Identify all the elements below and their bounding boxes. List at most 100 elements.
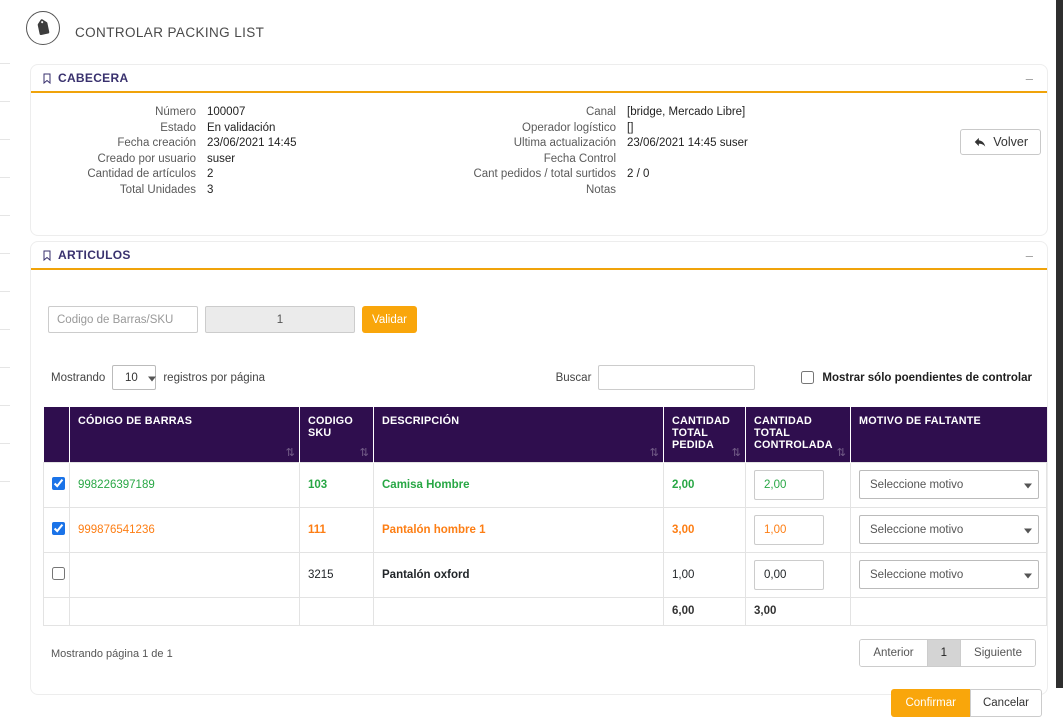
page-info: Mostrando página 1 de 1 xyxy=(51,648,173,660)
cell-barcode: 999876541236 xyxy=(69,506,300,553)
bookmark-icon xyxy=(43,250,51,261)
registros-label: registros por página xyxy=(163,371,265,384)
cell-descripcion: Camisa Hombre xyxy=(373,461,664,508)
buscar-input[interactable] xyxy=(598,365,756,390)
table-header-row: CÓDIGO DE BARRAS ⇅ CODIGO SKU ⇅ DESCRIPCIÓ… xyxy=(43,407,1047,462)
table-controls-row: Mostrando 10 registros por página Buscar… xyxy=(51,365,1032,390)
siguiente-button[interactable]: Siguiente xyxy=(960,640,1035,666)
page-size-select-wrap: 10 xyxy=(105,365,163,390)
field-label: Cantidad de artículos xyxy=(87,168,196,180)
field-label: Fecha Control xyxy=(543,152,616,165)
sidebar-edge-sliver xyxy=(0,26,10,518)
page-size-select[interactable]: 10 xyxy=(112,365,157,390)
cabecera-collapse-button[interactable]: – xyxy=(1025,70,1033,86)
totals-row: 6,00 3,00 xyxy=(43,596,1047,626)
articulos-collapse-button[interactable]: – xyxy=(1025,247,1033,263)
cancelar-button[interactable]: Cancelar xyxy=(969,689,1042,717)
field-value: 3 xyxy=(207,183,214,196)
motivo-select[interactable]: Seleccione motivo xyxy=(859,515,1039,544)
barcode-sku-input[interactable] xyxy=(48,306,198,333)
motivo-select-wrap: Seleccione motivo xyxy=(859,515,1039,544)
field-label: Total Unidades xyxy=(119,183,196,196)
articulos-title: ARTICULOS xyxy=(41,248,131,262)
field-value: [] xyxy=(627,121,634,134)
pending-filter-label: Mostrar sólo poendientes de controlar xyxy=(822,371,1032,384)
pagination: Anterior 1 Siguiente xyxy=(859,639,1036,667)
controlada-input[interactable] xyxy=(754,514,824,545)
cabecera-left-fields: Número 100007 Estado En validación Fecha… xyxy=(41,105,297,198)
cell-sku: 3215 xyxy=(299,551,374,598)
sort-icon[interactable]: ⇅ xyxy=(359,446,369,459)
field-value: En validación xyxy=(207,121,276,134)
pending-filter-checkbox[interactable] xyxy=(801,371,815,384)
field-label: Creado por usuario xyxy=(97,152,196,165)
motivo-select-wrap: Seleccione motivo xyxy=(859,560,1039,589)
controlada-input[interactable] xyxy=(754,559,824,590)
action-buttons: Confirmar Cancelar xyxy=(891,689,1042,717)
articulos-body: Validar Mostrando 10 registros por págin… xyxy=(31,270,1047,717)
field-value xyxy=(627,183,748,199)
mostrando-label: Mostrando xyxy=(51,371,106,384)
header-codigo-barras[interactable]: CÓDIGO DE BARRAS ⇅ xyxy=(69,407,300,462)
cabecera-body: Número 100007 Estado En validación Fecha… xyxy=(31,93,1047,233)
motivo-select[interactable]: Seleccione motivo xyxy=(859,470,1039,499)
reply-arrow-icon xyxy=(975,137,986,147)
table-row: 999876541236 111 Pantalón hombre 1 3,00 … xyxy=(43,506,1047,553)
field-value: 23/06/2021 14:45 xyxy=(207,137,297,149)
cell-descripcion: Pantalón hombre 1 xyxy=(373,506,664,553)
field-label: Notas xyxy=(585,183,616,196)
articulos-panel-header: ARTICULOS – xyxy=(31,242,1047,270)
buscar-label: Buscar xyxy=(555,371,592,384)
bookmark-icon xyxy=(43,73,51,84)
field-label: Operador logístico xyxy=(522,121,616,134)
motivo-select-wrap: Seleccione motivo xyxy=(859,470,1039,499)
cabecera-panel: CABECERA – Número 100007 Estado En valid… xyxy=(30,64,1048,236)
sort-icon[interactable]: ⇅ xyxy=(649,446,659,459)
cell-cantidad-pedida: 1,00 xyxy=(663,551,746,598)
cabecera-panel-header: CABECERA – xyxy=(31,65,1047,93)
total-pedida: 6,00 xyxy=(663,596,746,626)
cell-descripcion: Pantalón oxford xyxy=(373,551,664,598)
field-value: [bridge, Mercado Libre] xyxy=(627,106,746,118)
row-checkbox[interactable] xyxy=(52,521,65,535)
row-checkbox[interactable] xyxy=(52,566,65,580)
field-label: Canal xyxy=(585,106,616,118)
sort-icon[interactable]: ⇅ xyxy=(285,446,295,459)
validar-button[interactable]: Validar xyxy=(362,306,417,333)
anterior-button[interactable]: Anterior xyxy=(860,640,927,666)
cell-sku: 111 xyxy=(299,506,374,553)
scan-quantity-field xyxy=(205,306,355,333)
motivo-select[interactable]: Seleccione motivo xyxy=(859,560,1039,589)
table-row: 998226397189 103 Camisa Hombre 2,00 Sele… xyxy=(43,461,1047,508)
volver-button[interactable]: Volver xyxy=(960,129,1041,155)
cell-barcode: 998226397189 xyxy=(69,461,300,508)
header-motivo-faltante: MOTIVO DE FALTANTE xyxy=(850,407,1047,462)
confirmar-button[interactable]: Confirmar xyxy=(891,689,970,717)
field-value xyxy=(627,152,748,168)
field-value: suser xyxy=(207,152,236,165)
window-right-edge xyxy=(1056,0,1063,688)
sort-icon[interactable]: ⇅ xyxy=(731,446,741,459)
controlada-input[interactable] xyxy=(754,469,824,500)
cell-barcode xyxy=(69,551,300,598)
field-label: Estado xyxy=(160,121,196,134)
field-label: Fecha creación xyxy=(117,137,196,149)
header-cantidad-pedida[interactable]: CANTIDAD TOTAL PEDIDA ⇅ xyxy=(663,407,746,462)
articulos-panel: ARTICULOS – Validar Mostrando 10 registr… xyxy=(30,241,1048,717)
page-title: CONTROLAR PACKING LIST xyxy=(75,25,265,40)
cell-cantidad-pedida: 3,00 xyxy=(663,506,746,553)
header-codigo-sku[interactable]: CODIGO SKU ⇅ xyxy=(299,407,374,462)
header-checkbox-column xyxy=(43,407,70,462)
row-checkbox[interactable] xyxy=(52,476,65,490)
page-1-button[interactable]: 1 xyxy=(926,640,961,666)
header-cantidad-controlada[interactable]: CANTIDAD TOTAL CONTROLADA ⇅ xyxy=(745,407,851,462)
header-descripcion[interactable]: DESCRIPCIÓN ⇅ xyxy=(373,407,664,462)
cell-sku: 103 xyxy=(299,461,374,508)
table-row: 3215 Pantalón oxford 1,00 Seleccione mot… xyxy=(43,551,1047,598)
tag-icon xyxy=(26,11,60,45)
field-value: 2 / 0 xyxy=(627,168,650,180)
sort-icon[interactable]: ⇅ xyxy=(836,446,846,459)
total-controlada: 3,00 xyxy=(745,596,851,626)
field-value: 2 xyxy=(207,168,214,180)
